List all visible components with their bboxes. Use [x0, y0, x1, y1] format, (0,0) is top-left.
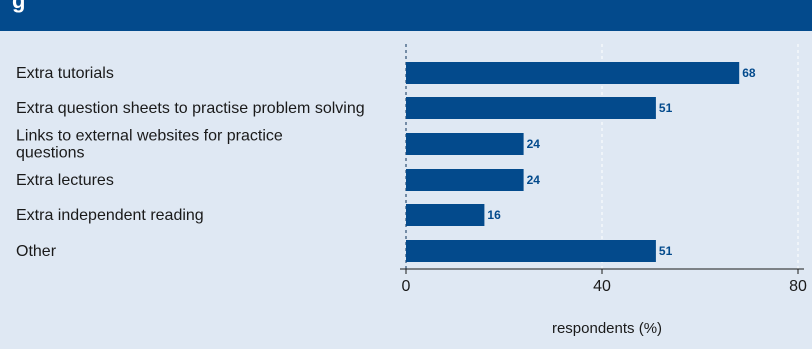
value-label: 24 — [527, 137, 541, 151]
category-label: Links to external websites for practice q… — [16, 128, 283, 162]
bar — [406, 169, 524, 191]
bar — [406, 97, 656, 119]
x-tick-label: 0 — [402, 278, 411, 295]
x-tick-label: 40 — [593, 278, 611, 295]
category-label: Extra tutorials — [16, 65, 114, 82]
bar — [406, 133, 524, 155]
value-label: 68 — [742, 66, 756, 80]
bar — [406, 62, 740, 84]
bar — [406, 240, 656, 262]
category-label: Extra question sheets to practise proble… — [16, 100, 365, 117]
x-tick-label: 80 — [789, 278, 807, 295]
x-axis-title: respondents (%) — [552, 320, 662, 337]
category-label: Extra independent reading — [16, 207, 204, 224]
category-label: Other — [16, 243, 57, 260]
category-label: Extra lectures — [16, 172, 114, 189]
bar — [406, 204, 485, 226]
value-label: 24 — [527, 173, 541, 187]
title-bar: g — [0, 0, 812, 31]
chart-title-fragment: g — [12, 0, 26, 13]
value-label: 51 — [659, 244, 673, 258]
value-label: 16 — [487, 208, 501, 222]
value-label: 51 — [659, 101, 673, 115]
